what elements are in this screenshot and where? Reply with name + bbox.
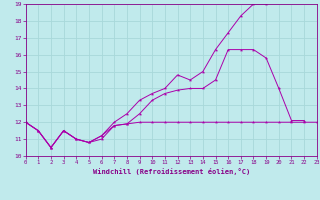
X-axis label: Windchill (Refroidissement éolien,°C): Windchill (Refroidissement éolien,°C) — [92, 168, 250, 175]
